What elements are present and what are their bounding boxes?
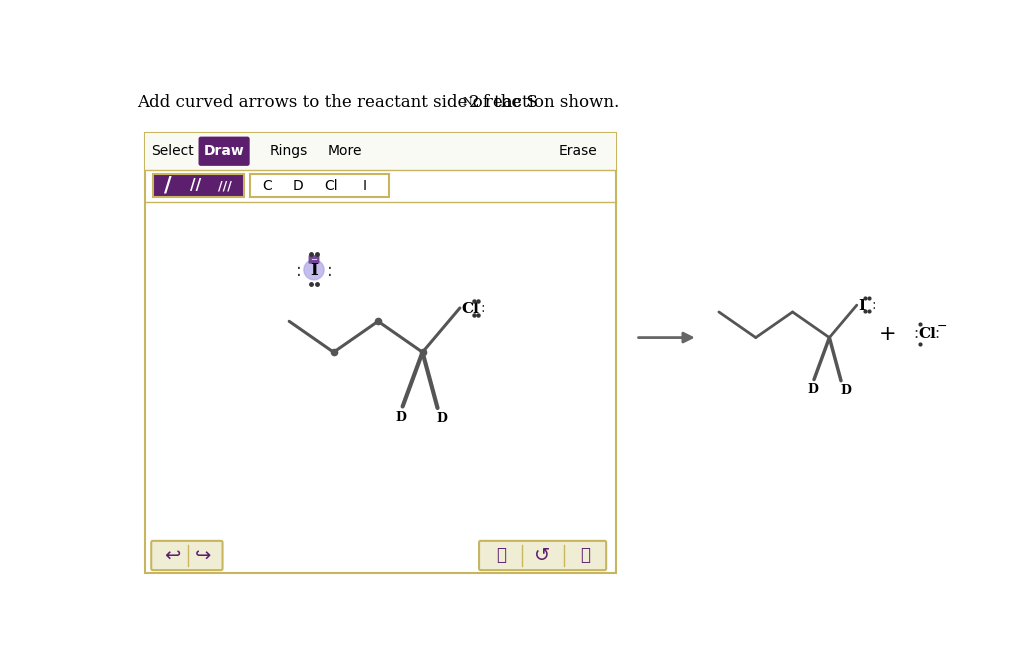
Text: +: + bbox=[879, 324, 896, 344]
Text: :: : bbox=[871, 298, 877, 312]
Text: 🔍: 🔍 bbox=[497, 547, 507, 565]
Text: ↺: ↺ bbox=[535, 546, 551, 565]
Text: Select: Select bbox=[151, 144, 194, 158]
Text: :: : bbox=[934, 326, 939, 341]
Text: :: : bbox=[913, 326, 919, 341]
Text: D: D bbox=[807, 383, 818, 396]
Text: D: D bbox=[437, 412, 447, 425]
Circle shape bbox=[304, 260, 324, 280]
FancyBboxPatch shape bbox=[153, 174, 245, 198]
Text: D: D bbox=[292, 179, 303, 193]
Text: 🔎: 🔎 bbox=[581, 547, 590, 565]
Text: C: C bbox=[262, 179, 271, 193]
Text: −: − bbox=[937, 320, 947, 333]
Text: ↩: ↩ bbox=[164, 546, 180, 565]
Text: /: / bbox=[165, 176, 172, 196]
Text: :: : bbox=[296, 261, 301, 279]
Bar bbox=[145, 133, 616, 574]
Text: D: D bbox=[841, 384, 851, 397]
Text: Cl: Cl bbox=[462, 302, 479, 316]
Text: ↪: ↪ bbox=[195, 546, 211, 565]
Text: I: I bbox=[310, 262, 317, 279]
Text: I: I bbox=[362, 179, 367, 193]
Text: ///: /// bbox=[218, 180, 231, 192]
FancyBboxPatch shape bbox=[479, 541, 606, 570]
Text: I: I bbox=[858, 299, 865, 313]
FancyBboxPatch shape bbox=[199, 137, 250, 166]
Text: More: More bbox=[328, 144, 362, 158]
Text: Draw: Draw bbox=[204, 144, 245, 158]
Bar bbox=[145, 133, 616, 170]
Text: Cl: Cl bbox=[919, 327, 936, 341]
FancyBboxPatch shape bbox=[308, 255, 319, 264]
FancyBboxPatch shape bbox=[152, 541, 222, 570]
Text: N: N bbox=[463, 97, 472, 107]
Text: Erase: Erase bbox=[558, 144, 597, 158]
Text: :: : bbox=[327, 261, 333, 279]
FancyBboxPatch shape bbox=[250, 174, 389, 198]
Text: Add curved arrows to the reactant side of the S: Add curved arrows to the reactant side o… bbox=[137, 94, 539, 111]
Text: Rings: Rings bbox=[269, 144, 307, 158]
Text: 2 reaction shown.: 2 reaction shown. bbox=[469, 94, 620, 111]
Text: //: // bbox=[189, 178, 201, 194]
Text: −: − bbox=[310, 255, 317, 264]
Text: :: : bbox=[481, 301, 485, 315]
Text: Cl: Cl bbox=[325, 179, 338, 193]
Text: D: D bbox=[395, 411, 407, 423]
